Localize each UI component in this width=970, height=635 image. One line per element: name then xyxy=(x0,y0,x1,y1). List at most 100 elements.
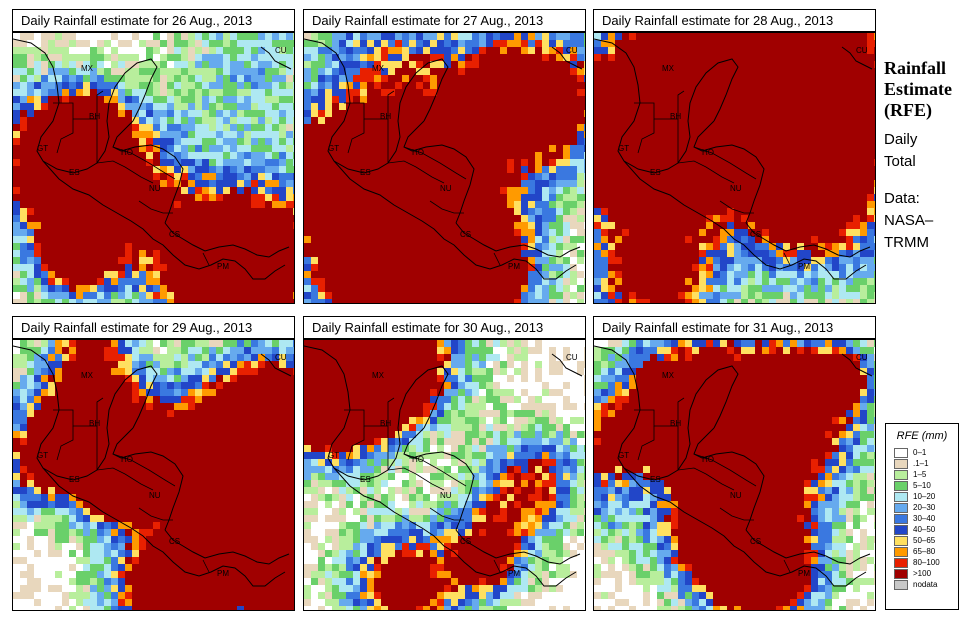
rainfall-cell xyxy=(507,194,514,201)
rainfall-cell xyxy=(430,278,437,285)
country-label-cu: CU xyxy=(856,46,868,55)
rainfall-cell xyxy=(825,278,832,285)
rainfall-cell xyxy=(570,103,577,110)
rainfall-cell xyxy=(671,159,678,166)
rainfall-cell xyxy=(423,103,430,110)
rainfall-cell xyxy=(286,61,293,68)
rainfall-cell xyxy=(132,229,139,236)
rainfall-cell xyxy=(860,257,867,264)
rainfall-cell xyxy=(825,61,832,68)
rainfall-cell xyxy=(601,208,608,215)
rainfall-cell xyxy=(76,257,83,264)
rainfall-cell xyxy=(521,47,528,54)
rainfall-cell xyxy=(636,131,643,138)
rainfall-cell xyxy=(188,138,195,145)
rainfall-cell xyxy=(776,299,783,303)
rainfall-cell xyxy=(325,103,332,110)
rainfall-cell xyxy=(720,124,727,131)
rainfall-cell xyxy=(202,96,209,103)
rainfall-cell xyxy=(402,243,409,250)
country-label-ho: HO xyxy=(121,148,133,157)
rainfall-cell xyxy=(318,229,325,236)
rainfall-cell xyxy=(692,180,699,187)
rainfall-cell xyxy=(160,187,167,194)
rainfall-cell xyxy=(713,208,720,215)
rainfall-cell xyxy=(507,229,514,236)
rainfall-cell xyxy=(132,292,139,299)
rainfall-cell xyxy=(132,145,139,152)
rainfall-cell xyxy=(311,138,318,145)
rainfall-cell xyxy=(353,278,360,285)
rainfall-cell xyxy=(195,354,202,361)
rainfall-cell xyxy=(608,180,615,187)
rainfall-cell xyxy=(430,96,437,103)
rainfall-cell xyxy=(643,292,650,299)
rainfall-cell xyxy=(535,278,542,285)
rainfall-cell xyxy=(846,278,853,285)
rainfall-cell xyxy=(535,110,542,117)
rainfall-cell xyxy=(395,285,402,292)
rainfall-cell xyxy=(472,68,479,75)
rainfall-cell xyxy=(472,33,479,40)
rainfall-cell xyxy=(727,61,734,68)
rainfall-cell xyxy=(388,187,395,194)
rainfall-cell xyxy=(832,82,839,89)
coastline xyxy=(623,160,867,280)
rainfall-cell xyxy=(272,145,279,152)
rainfall-cell xyxy=(251,103,258,110)
rainfall-cell xyxy=(374,201,381,208)
rainfall-cell xyxy=(244,361,251,368)
rainfall-cell xyxy=(458,180,465,187)
rainfall-cell xyxy=(202,187,209,194)
rainfall-cell xyxy=(76,285,83,292)
rainfall-cell xyxy=(804,264,811,271)
rainfall-cell xyxy=(692,250,699,257)
rainfall-cell xyxy=(174,187,181,194)
rainfall-cell xyxy=(839,285,846,292)
rainfall-cell xyxy=(430,152,437,159)
rainfall-cell xyxy=(818,285,825,292)
country-border xyxy=(637,119,655,154)
rainfall-cell xyxy=(748,278,755,285)
rainfall-cell xyxy=(636,299,643,303)
rainfall-cell xyxy=(195,47,202,54)
rainfall-cell xyxy=(237,340,244,347)
rainfall-cell xyxy=(160,82,167,89)
rainfall-cell xyxy=(286,103,293,110)
rainfall-cell xyxy=(353,54,360,61)
rainfall-cell xyxy=(818,89,825,96)
rainfall-cell xyxy=(332,152,339,159)
rainfall-cell xyxy=(265,89,272,96)
rainfall-cell xyxy=(556,103,563,110)
rainfall-cell xyxy=(563,229,570,236)
rainfall-cell xyxy=(741,54,748,61)
rainfall-cell xyxy=(237,138,244,145)
rainfall-cell xyxy=(181,82,188,89)
rainfall-cell xyxy=(685,194,692,201)
rainfall-cell xyxy=(62,229,69,236)
rainfall-cell xyxy=(202,222,209,229)
rainfall-cell xyxy=(685,54,692,61)
rainfall-cell xyxy=(353,222,360,229)
rainfall-cell xyxy=(318,278,325,285)
rainfall-cell xyxy=(615,54,622,61)
rainfall-cell xyxy=(388,117,395,124)
rainfall-cell xyxy=(423,173,430,180)
rainfall-cell xyxy=(139,82,146,89)
rainfall-cell xyxy=(594,208,601,215)
rainfall-cell xyxy=(188,229,195,236)
rainfall-cell xyxy=(90,166,97,173)
rainfall-cell xyxy=(570,40,577,47)
rainfall-cell xyxy=(402,166,409,173)
rainfall-cell xyxy=(825,124,832,131)
rainfall-cell xyxy=(160,54,167,61)
rainfall-cell xyxy=(776,166,783,173)
rainfall-cell xyxy=(258,180,265,187)
rainfall-cell xyxy=(409,264,416,271)
rainfall-cell xyxy=(402,159,409,166)
rainfall-cell xyxy=(209,285,216,292)
rainfall-cell xyxy=(27,187,34,194)
rainfall-cell xyxy=(353,124,360,131)
rainfall-cell xyxy=(286,194,293,201)
rainfall-cell xyxy=(13,368,20,375)
